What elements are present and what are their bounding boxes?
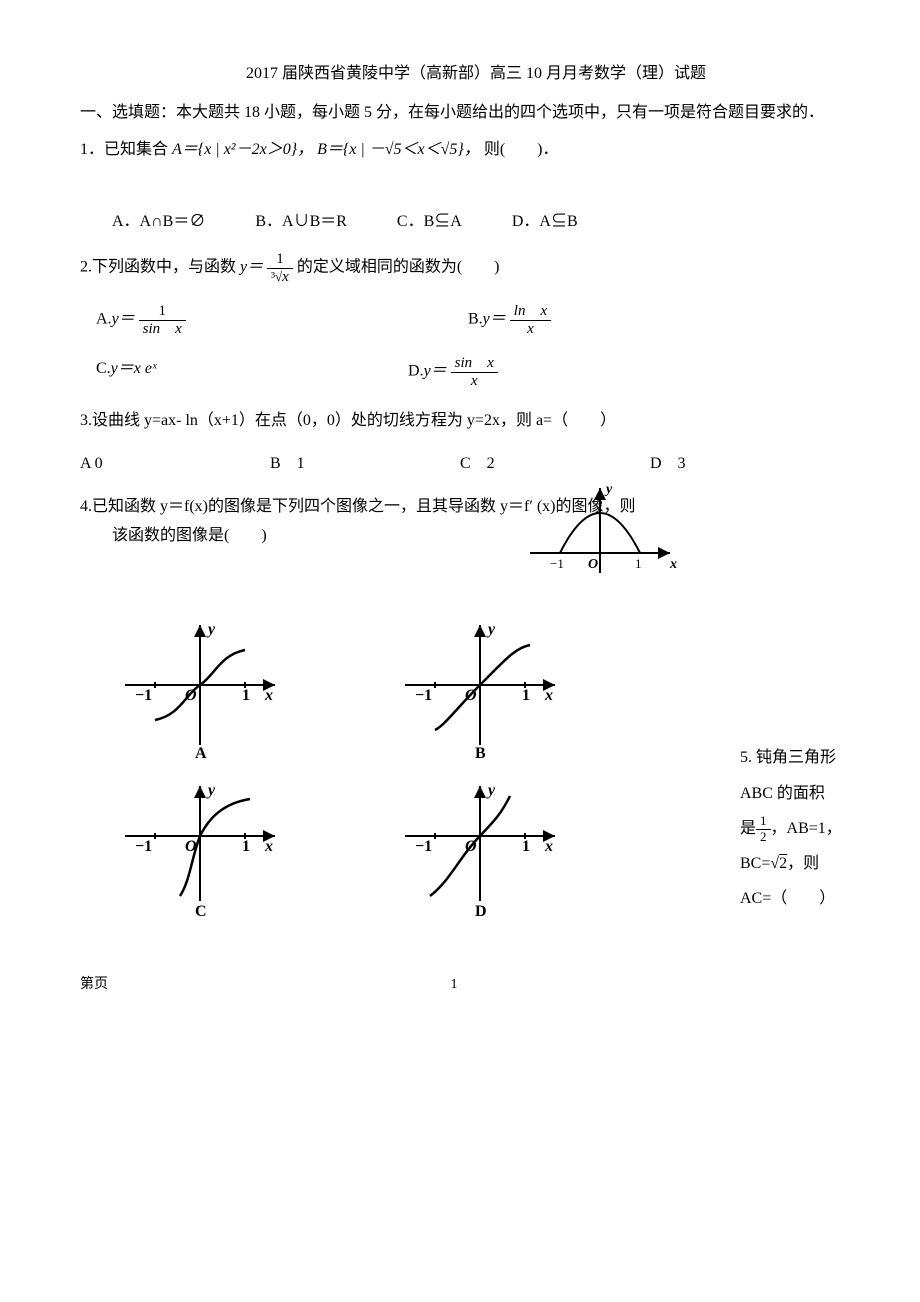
q2-root3: ³√ (271, 269, 282, 284)
q3-stem: 3.设曲线 y=ax- ln（x+1）在点（0，0）处的切线方程为 y=2x，则… (80, 407, 840, 436)
section-instruction: 一、选填题：本大题共 18 小题，每小题 5 分，在每小题给出的四个选项中，只有… (80, 99, 840, 128)
gA-label: A (195, 745, 207, 762)
graph-D: y x −1 1 O D (400, 781, 560, 932)
gB-O: O (465, 687, 477, 704)
q1-tail: 则( )． (484, 141, 559, 158)
q2-opt-a-label: A. (96, 311, 112, 328)
gD-label: D (475, 903, 487, 920)
q1-opt-a: A．A∩B＝∅ (112, 208, 205, 237)
question-4: 4.已知函数 y＝f(x)的图像是下列四个图像之一，且其导函数 y＝f′ (x)… (80, 493, 840, 932)
q1-opt-c: C．B⊆A (397, 208, 462, 237)
q5-l1: 5. 钝角三角形 (740, 740, 880, 775)
footer-pagenum: 1 (108, 972, 800, 997)
gA-y: y (206, 621, 216, 638)
q1-opt-d: D．A⊆B (512, 208, 578, 237)
question-1: 1．已知集合 A＝{x | x²－2x＞0}， B＝{x | －√5＜x＜√5}… (80, 136, 840, 238)
deriv-y-label: y (604, 482, 613, 497)
gC-x: x (264, 838, 273, 855)
gD-x: x (544, 838, 553, 855)
q1-opt-b: B．A∪B＝R (255, 208, 347, 237)
q4-stem-line2: 该函数的图像是( ) (80, 522, 840, 551)
q2-opt-b-label: B. (468, 311, 483, 328)
gD-n1: −1 (415, 838, 432, 855)
deriv-one: 1 (635, 556, 642, 571)
gA-n1: −1 (135, 687, 152, 704)
q2-opt-c-label: C. (96, 360, 111, 377)
gA-x: x (264, 687, 273, 704)
q1-setB: B＝{x | －√5＜x＜√5}， (317, 141, 480, 158)
q3-opt-b: B 1 (270, 450, 460, 479)
q2-root-x: x (282, 269, 289, 285)
graph-A: y x −1 1 O A (120, 620, 280, 771)
gC-y: y (206, 782, 216, 799)
gD-O: O (465, 838, 477, 855)
gB-label: B (475, 745, 486, 762)
gD-1: 1 (522, 838, 530, 855)
q2-b-den: x (510, 321, 551, 338)
gB-x: x (544, 687, 553, 704)
q2-opt-c-text: y＝x eˣ (111, 360, 157, 377)
deriv-x-label: x (669, 557, 677, 572)
gB-n1: −1 (415, 687, 432, 704)
deriv-O: O (588, 557, 598, 572)
gA-1: 1 (242, 687, 250, 704)
q4-stem-line1: 4.已知函数 y＝f(x)的图像是下列四个图像之一，且其导函数 y＝f′ (x)… (80, 493, 840, 522)
q2-d-den: x (451, 373, 498, 390)
footer-left: 第页 (80, 972, 108, 997)
gC-label: C (195, 903, 207, 920)
gD-y: y (486, 782, 496, 799)
q2-tail: 的定义域相同的函数为( ) (297, 259, 500, 276)
q2-main-frac-num: 1 (267, 251, 293, 269)
q1-setA: A＝{x | x²－2x＞0}， (172, 141, 313, 158)
q2-opt-b-lhs: y＝ (483, 311, 506, 328)
q1-prefix: 1．已知集合 (80, 141, 172, 158)
q3-opt-c: C 2 (460, 450, 650, 479)
q2-opt-d-lhs: y＝ (424, 363, 447, 380)
exam-title: 2017 届陕西省黄陵中学（高新部）高三 10 月月考数学（理）试题 (80, 60, 840, 89)
page-footer: 第页 1 (80, 972, 840, 997)
question-2: 2.下列函数中，与函数 y＝ 1 ³√x 的定义域相同的函数为( ) A.y＝ … (80, 251, 840, 389)
q3-opt-a: A 0 (80, 450, 270, 479)
gB-y: y (486, 621, 496, 638)
gB-1: 1 (522, 687, 530, 704)
gC-O: O (185, 838, 197, 855)
gA-O: O (185, 687, 197, 704)
q2-a-den: sin x (139, 321, 186, 338)
question-3: 3.设曲线 y=ax- ln（x+1）在点（0，0）处的切线方程为 y=2x，则… (80, 407, 840, 479)
derivative-graph: y x −1 1 O (520, 483, 680, 594)
graph-C: y x −1 1 O C (120, 781, 280, 932)
deriv-neg1: −1 (550, 556, 564, 571)
q2-d-num: sin x (451, 355, 498, 373)
gC-1: 1 (242, 838, 250, 855)
q2-b-num: ln x (510, 303, 551, 321)
gC-n1: −1 (135, 838, 152, 855)
q2-a-num: 1 (139, 303, 186, 321)
q2-prefix: 2.下列函数中，与函数 (80, 259, 240, 276)
graph-B: y x −1 1 O B (400, 620, 560, 771)
q2-lhs: y＝ (240, 259, 263, 276)
q2-opt-d-label: D. (408, 363, 424, 380)
q2-opt-a-lhs: y＝ (112, 311, 135, 328)
q3-opt-d: D 3 (650, 450, 840, 479)
